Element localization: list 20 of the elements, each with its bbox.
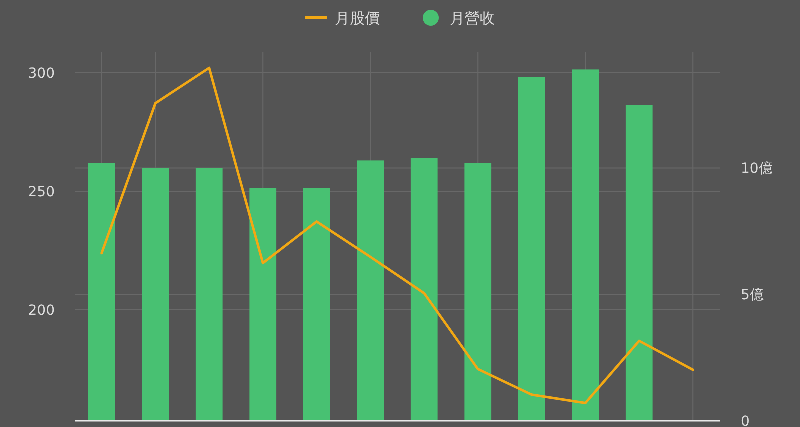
line-series [100, 66, 694, 404]
legend-label: 月股價 [335, 9, 380, 28]
bar [196, 168, 223, 421]
y2-tick-label: 0 [741, 414, 750, 427]
bar [518, 77, 546, 421]
y-tick-label: 200 [28, 302, 55, 319]
y-tick-label: 250 [28, 184, 55, 200]
bar [572, 70, 600, 421]
bar [250, 188, 277, 421]
y-tick-label: 300 [28, 66, 55, 82]
bar [357, 160, 384, 421]
y2-tick-label: 5億 [741, 288, 764, 304]
bar [410, 158, 438, 421]
y2-tick-label: 10億 [741, 161, 773, 178]
bar [88, 163, 116, 421]
bar [303, 188, 330, 421]
bar [626, 105, 653, 421]
legend-label: 月營收 [450, 9, 495, 28]
bar [464, 163, 492, 421]
bar [142, 168, 170, 421]
